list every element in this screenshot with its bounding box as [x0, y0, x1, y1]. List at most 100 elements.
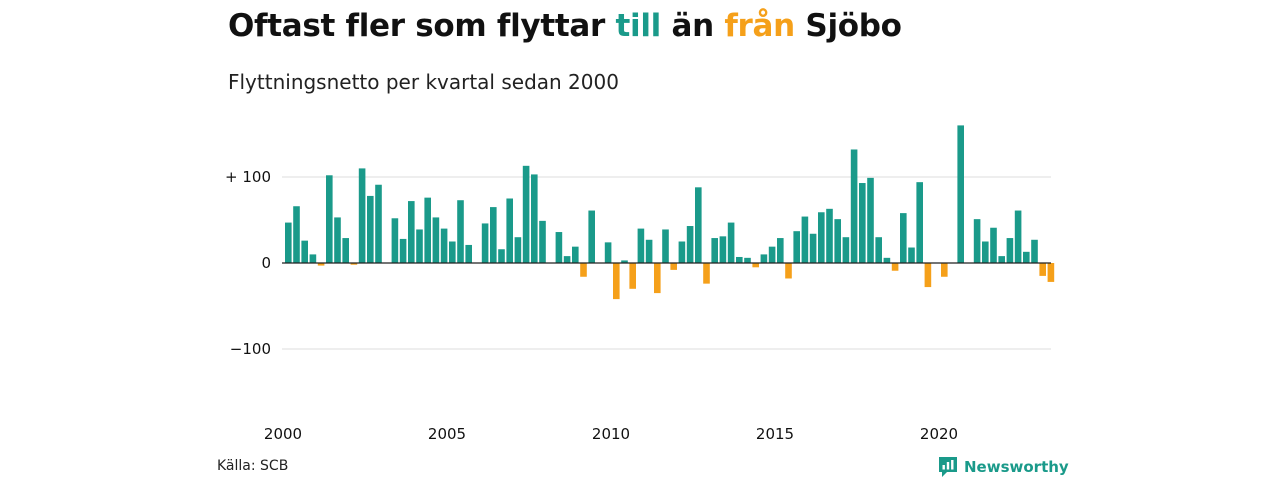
bar [1023, 251, 1030, 263]
bar [842, 237, 850, 263]
bar [613, 263, 620, 300]
bar [1039, 263, 1046, 276]
bar [670, 263, 677, 270]
bar [408, 201, 415, 263]
y-axis-labels: + 100 0 −100 [225, 168, 271, 358]
bar [818, 212, 825, 263]
x-axis-labels: 2000 2005 2010 2015 2020 [264, 425, 958, 443]
bar [1031, 239, 1038, 263]
bar [990, 227, 997, 263]
source-label: Källa: SCB [217, 458, 289, 474]
bar [916, 182, 923, 263]
chart-title: Oftast fler som flyttar till än från Sjö… [228, 8, 902, 44]
bar [522, 165, 530, 263]
title-text-3: Sjöbo [794, 8, 902, 44]
bar [498, 249, 505, 263]
bar [309, 254, 317, 263]
title-fran: från [724, 8, 795, 44]
bar [604, 242, 612, 263]
bar [785, 263, 792, 279]
bar [506, 198, 513, 263]
bar [1014, 210, 1022, 263]
bar [572, 246, 579, 263]
bar [834, 219, 841, 263]
bar [293, 206, 300, 263]
chart-subtitle: Flyttningsnetto per kvartal sedan 2000 [228, 70, 619, 94]
bar [645, 239, 653, 263]
x-tick-label: 2000 [264, 425, 302, 443]
bar [367, 195, 374, 263]
bar [424, 197, 431, 263]
bars [285, 125, 1055, 300]
bar [539, 220, 546, 263]
bar [654, 263, 661, 294]
bar [875, 237, 882, 263]
y-tick-label: 0 [261, 254, 271, 272]
bar [768, 246, 776, 263]
bar [744, 257, 751, 263]
bar [580, 263, 587, 277]
bar [1006, 238, 1014, 263]
bar [883, 257, 891, 263]
bar [342, 238, 349, 263]
bar [908, 247, 915, 263]
bar [867, 177, 874, 263]
title-till: till [615, 8, 661, 44]
bar [900, 213, 907, 263]
bar [736, 256, 743, 263]
bar [350, 263, 358, 265]
bar [629, 263, 636, 289]
bar [719, 236, 727, 263]
bar [301, 240, 308, 263]
bar [891, 263, 899, 271]
bar [285, 222, 292, 263]
bar [711, 238, 718, 263]
bar [695, 187, 702, 263]
bar [760, 254, 768, 263]
bar [752, 263, 759, 268]
bar [457, 200, 464, 263]
x-tick-label: 2010 [592, 425, 630, 443]
x-tick-label: 2005 [428, 425, 466, 443]
bar [391, 218, 399, 263]
bar [621, 260, 628, 263]
bar-chart: + 100 0 −100 2000 2005 2010 2015 2020 [225, 125, 1055, 443]
title-text-1: Oftast fler som flyttar [228, 8, 616, 44]
bar [703, 263, 710, 284]
bar [375, 184, 382, 263]
newsworthy-icon [939, 457, 957, 477]
bar [490, 207, 497, 263]
bar [727, 222, 735, 263]
title-text-2: än [660, 8, 725, 44]
y-tick-label: + 100 [225, 168, 271, 186]
bar [662, 229, 669, 263]
bar [801, 216, 809, 263]
bar [358, 168, 366, 263]
brand-name: Newsworthy [964, 458, 1069, 476]
bar [432, 217, 440, 263]
bar [686, 226, 694, 263]
bar [678, 241, 686, 263]
bar [481, 223, 489, 263]
bar [924, 263, 932, 288]
bar [793, 231, 800, 263]
bar [514, 237, 522, 263]
bar [1047, 263, 1055, 282]
bar [555, 232, 563, 263]
bar [399, 238, 407, 263]
bar [982, 241, 989, 263]
bar [850, 149, 858, 263]
bar [826, 208, 833, 263]
bar [416, 229, 423, 263]
bar [465, 244, 472, 263]
bar [449, 241, 456, 263]
newsworthy-logo: Newsworthy [938, 456, 1069, 478]
y-tick-label: −100 [230, 340, 271, 358]
x-tick-label: 2020 [920, 425, 958, 443]
bar [859, 183, 866, 263]
bar [973, 219, 981, 263]
grid-lines [282, 176, 1051, 350]
bar [941, 263, 948, 277]
bar [637, 228, 645, 263]
x-tick-label: 2015 [756, 425, 794, 443]
